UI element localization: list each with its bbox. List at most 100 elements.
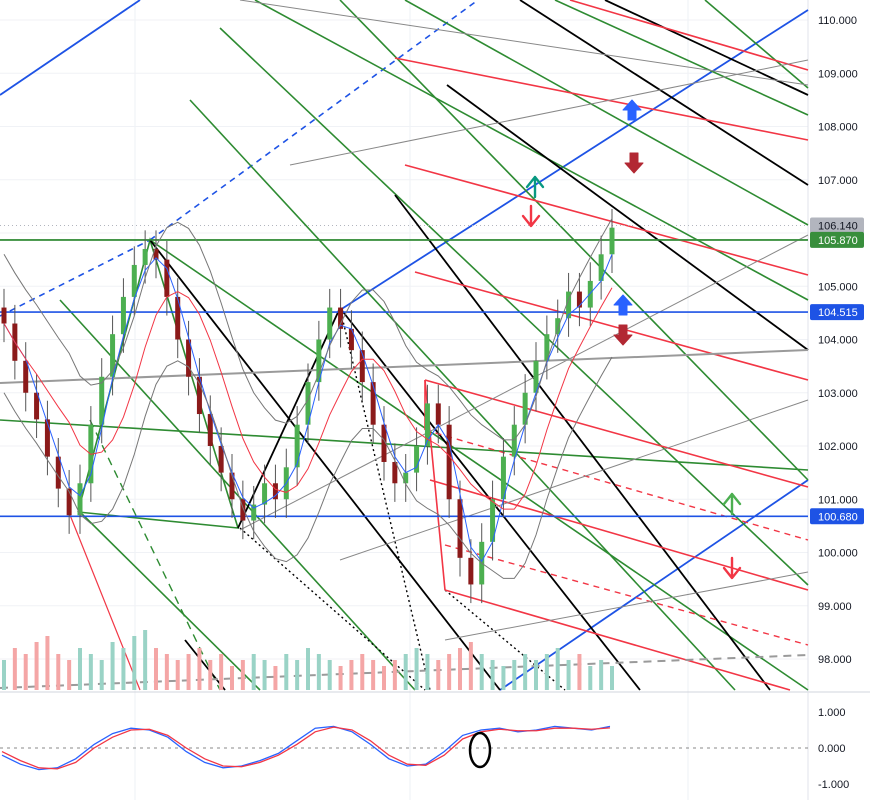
candle-body bbox=[34, 392, 40, 420]
y-axis-tick-label: 105.000 bbox=[818, 281, 858, 293]
volume-bar bbox=[306, 648, 310, 690]
pitchfork-line-red bbox=[394, 57, 809, 141]
volume-bar bbox=[327, 660, 332, 690]
candle-body bbox=[153, 248, 159, 260]
trendline-gray bbox=[339, 399, 809, 561]
price-tag-label: 100.680 bbox=[818, 511, 858, 523]
candle-body bbox=[120, 296, 126, 335]
candle-body bbox=[272, 483, 278, 500]
oscillator-tick-label: -1.000 bbox=[818, 779, 849, 791]
pitchfork-line-black bbox=[394, 194, 771, 691]
annotation-arrow-up[interactable] bbox=[722, 492, 742, 516]
volume-bar bbox=[34, 642, 39, 690]
volume-bar bbox=[371, 660, 376, 690]
pitchfork-line-green bbox=[89, 419, 221, 691]
trendline-blue bbox=[149, 0, 479, 241]
trendline-gray bbox=[0, 654, 809, 689]
bollinger-lower bbox=[3, 356, 613, 579]
annotation-arrow-up-block[interactable] bbox=[613, 294, 633, 316]
volume-bar bbox=[414, 648, 419, 690]
trendline-gray bbox=[444, 571, 809, 641]
volume-bar bbox=[67, 660, 72, 690]
pitchfork-line-red bbox=[424, 379, 809, 488]
volume-bar bbox=[110, 642, 115, 690]
pitchfork-line-black bbox=[519, 0, 809, 186]
candle-body bbox=[414, 446, 420, 473]
candle-body bbox=[587, 280, 593, 308]
volume-bar bbox=[392, 660, 397, 690]
volume-bar bbox=[273, 666, 278, 690]
volume-bar bbox=[479, 654, 484, 690]
trendline-gray bbox=[0, 349, 809, 384]
trendline-blue bbox=[0, 239, 151, 317]
pitchfork-line-green bbox=[404, 0, 809, 226]
y-axis-tick-label: 104.000 bbox=[818, 335, 858, 347]
candle-body bbox=[555, 318, 561, 335]
pitchfork-line-red bbox=[429, 479, 809, 591]
pitchfork-line-black bbox=[184, 639, 226, 691]
volume-bar bbox=[555, 648, 560, 690]
candle-body bbox=[164, 259, 170, 297]
y-axis-tick-label: 101.000 bbox=[818, 494, 858, 506]
volume-bar bbox=[56, 654, 61, 690]
pitchfork-line-black bbox=[239, 527, 426, 691]
volume-bar bbox=[512, 660, 517, 690]
trendline-blue bbox=[0, 0, 141, 96]
annotation-arrow-down-block[interactable] bbox=[613, 324, 633, 346]
trendline-blue bbox=[339, 9, 809, 311]
candle-body bbox=[348, 328, 354, 351]
pitchfork-line-green bbox=[219, 27, 809, 586]
candle-body bbox=[110, 334, 116, 377]
volume-bar bbox=[534, 660, 538, 690]
y-axis-tick-label: 98.000 bbox=[818, 654, 852, 666]
y-axis-tick-label: 102.000 bbox=[818, 441, 858, 453]
price-tag bbox=[810, 217, 864, 234]
bollinger-upper bbox=[3, 218, 613, 441]
trendline-gray bbox=[239, 234, 809, 531]
y-axis-tick-label: 110.000 bbox=[818, 15, 857, 27]
candle-body bbox=[522, 392, 528, 425]
candle-body bbox=[305, 382, 311, 425]
price-tag bbox=[810, 231, 864, 248]
price-tag bbox=[810, 508, 864, 525]
volume-bar bbox=[240, 660, 245, 690]
oscillator-tick-label: 0.000 bbox=[818, 743, 846, 755]
candle-body bbox=[77, 483, 83, 516]
annotation-arrow-up-block[interactable] bbox=[622, 99, 642, 121]
volume-bar bbox=[78, 648, 82, 690]
candle-body bbox=[196, 376, 202, 415]
pitchfork-line-black bbox=[604, 0, 809, 96]
candle-body bbox=[511, 424, 517, 457]
annotation-arrow-down[interactable] bbox=[722, 556, 742, 580]
candle-body bbox=[403, 472, 409, 484]
pitchfork-line-black bbox=[149, 239, 501, 691]
candle-body bbox=[99, 376, 105, 425]
volume-bar bbox=[566, 660, 571, 690]
volume-bar bbox=[12, 648, 17, 690]
volume-bar bbox=[121, 648, 126, 690]
pitchfork-line-red bbox=[67, 509, 141, 691]
moving-average-slow bbox=[3, 287, 613, 510]
candle-body bbox=[544, 334, 550, 361]
candle-body bbox=[1, 307, 7, 324]
volume-bar bbox=[577, 654, 582, 690]
candle-body bbox=[55, 456, 61, 489]
candle-body bbox=[338, 307, 344, 329]
annotation-arrow-up[interactable] bbox=[525, 175, 545, 199]
annotation-arrow-down[interactable] bbox=[521, 204, 541, 228]
annotation-arrow-down-block[interactable] bbox=[624, 152, 644, 174]
volume-bar bbox=[23, 654, 28, 690]
volume-bar bbox=[262, 660, 267, 690]
candle-body bbox=[207, 414, 213, 446]
price-tag-label: 105.870 bbox=[818, 235, 858, 247]
volume-bar bbox=[382, 666, 386, 690]
volume-bar bbox=[208, 660, 213, 690]
volume-bar bbox=[544, 654, 549, 690]
candle-body bbox=[294, 424, 300, 468]
volume-bar bbox=[349, 660, 354, 690]
candle-body bbox=[370, 382, 376, 425]
pitchfork-line-black bbox=[339, 307, 641, 691]
volume-bar bbox=[88, 654, 93, 690]
